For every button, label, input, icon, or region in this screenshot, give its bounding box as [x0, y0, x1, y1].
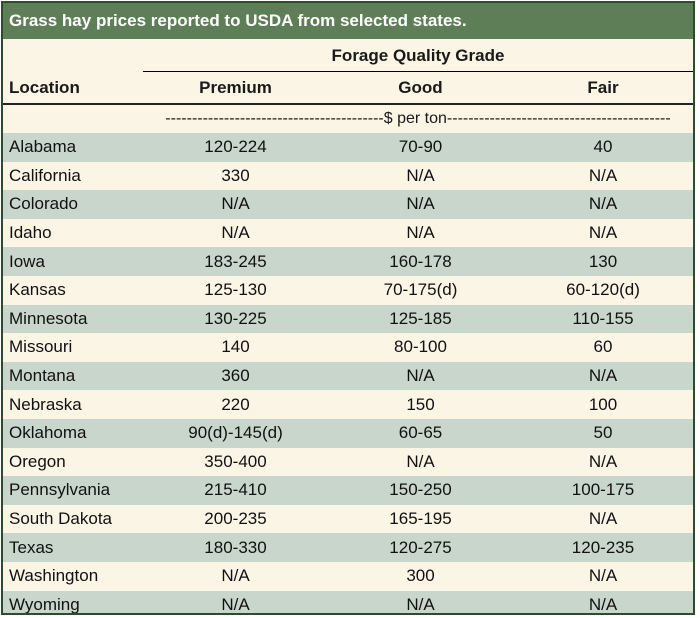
column-group-label: Forage Quality Grade	[331, 46, 505, 65]
good-cell: N/A	[328, 190, 513, 219]
premium-cell: 90(d)-145(d)	[143, 418, 328, 448]
table-row: Missouri 140 80-100 60	[3, 333, 693, 362]
fair-cell: 40	[513, 133, 693, 162]
good-cell: N/A	[328, 361, 513, 391]
good-cell: 165-195	[328, 504, 513, 534]
table-row: Alabama 120-224 70-90 40	[3, 133, 693, 162]
good-cell: 120-275	[328, 533, 513, 562]
fair-cell: 100	[513, 390, 693, 419]
table-row: Wyoming N/A N/A N/A	[3, 590, 693, 613]
premium-cell: N/A	[143, 561, 328, 591]
fair-cell: N/A	[513, 361, 693, 391]
premium-cell: 330	[143, 161, 328, 191]
fair-cell: 60	[513, 333, 693, 362]
price-table: Alabama 120-224 70-90 40 California 330 N/A N/A…	[3, 133, 693, 613]
fair-cell: 60-120(d)	[513, 275, 693, 305]
fair-cell: 130	[513, 247, 693, 276]
premium-cell: N/A	[143, 190, 328, 219]
table-row: Iowa 183-245 160-178 130	[3, 247, 693, 276]
location-cell: California	[3, 161, 143, 191]
location-cell: South Dakota	[3, 504, 143, 534]
location-cell: Colorado	[3, 190, 143, 219]
premium-cell: 140	[143, 333, 328, 362]
good-cell: N/A	[328, 218, 513, 248]
fair-cell: N/A	[513, 504, 693, 534]
fair-header: Fair	[587, 78, 619, 97]
good-cell: 70-175(d)	[328, 275, 513, 305]
good-cell: 70-90	[328, 133, 513, 162]
table-row: Nebraska 220 150 100	[3, 390, 693, 419]
fair-cell: 100-175	[513, 476, 693, 505]
table-row: Kansas 125-130 70-175(d) 60-120(d)	[3, 275, 693, 305]
location-cell: Texas	[3, 533, 143, 562]
fair-cell: N/A	[513, 590, 693, 613]
location-cell: Nebraska	[3, 390, 143, 419]
premium-cell: 360	[143, 361, 328, 391]
good-cell: 150	[328, 390, 513, 419]
premium-cell: 350-400	[143, 447, 328, 477]
good-cell: 80-100	[328, 333, 513, 362]
good-cell: 300	[328, 561, 513, 591]
table-row: Pennsylvania 215-410 150-250 100-175	[3, 476, 693, 505]
fair-cell: N/A	[513, 561, 693, 591]
premium-cell: 180-330	[143, 533, 328, 562]
premium-cell: 120-224	[143, 133, 328, 162]
location-cell: Oklahoma	[3, 418, 143, 448]
table-row: Oklahoma 90(d)-145(d) 60-65 50	[3, 418, 693, 448]
location-header: Location	[9, 78, 80, 97]
premium-header: Premium	[199, 78, 272, 97]
premium-cell: 220	[143, 390, 328, 419]
premium-cell: N/A	[143, 218, 328, 248]
fair-cell: N/A	[513, 190, 693, 219]
table-row: Idaho N/A N/A N/A	[3, 218, 693, 248]
fair-cell: N/A	[513, 218, 693, 248]
table-body: Alabama 120-224 70-90 40 California 330 N/A N/A…	[3, 133, 693, 613]
good-cell: N/A	[328, 590, 513, 613]
good-cell: 150-250	[328, 476, 513, 505]
premium-cell: 183-245	[143, 247, 328, 276]
table-row: Washington N/A 300 N/A	[3, 561, 693, 591]
location-cell: Wyoming	[3, 590, 143, 613]
premium-cell: 130-225	[143, 304, 328, 334]
good-cell: 60-65	[328, 418, 513, 448]
good-cell: 160-178	[328, 247, 513, 276]
location-cell: Kansas	[3, 275, 143, 305]
table-row: Oregon 350-400 N/A N/A	[3, 447, 693, 477]
premium-cell: 125-130	[143, 275, 328, 305]
location-cell: Oregon	[3, 447, 143, 477]
fair-cell: N/A	[513, 161, 693, 191]
location-cell: Montana	[3, 361, 143, 391]
unit-label: ----------------------------------------…	[165, 110, 671, 127]
table-header: Forage Quality Grade Location Premium Go…	[3, 39, 693, 105]
good-cell: N/A	[328, 447, 513, 477]
good-cell: 125-185	[328, 304, 513, 334]
table-row: Montana 360 N/A N/A	[3, 361, 693, 391]
location-cell: Minnesota	[3, 304, 143, 334]
location-cell: Washington	[3, 561, 143, 591]
premium-cell: N/A	[143, 590, 328, 613]
fair-cell: 120-235	[513, 533, 693, 562]
fair-cell: 110-155	[513, 304, 693, 334]
header-divider	[3, 103, 693, 105]
table-title: Grass hay prices reported to USDA from s…	[3, 3, 693, 39]
fair-cell: N/A	[513, 447, 693, 477]
location-cell: Pennsylvania	[3, 476, 143, 505]
location-cell: Alabama	[3, 133, 143, 162]
premium-cell: 215-410	[143, 476, 328, 505]
table-row: Texas 180-330 120-275 120-235	[3, 533, 693, 562]
location-cell: Missouri	[3, 333, 143, 362]
group-divider	[143, 71, 693, 72]
location-cell: Iowa	[3, 247, 143, 276]
good-cell: N/A	[328, 161, 513, 191]
premium-cell: 200-235	[143, 504, 328, 534]
table-row: Colorado N/A N/A N/A	[3, 190, 693, 219]
unit-row: ----------------------------------------…	[3, 105, 693, 133]
table-row: Minnesota 130-225 125-185 110-155	[3, 304, 693, 334]
good-header: Good	[398, 78, 443, 97]
fair-cell: 50	[513, 418, 693, 448]
table-row: California 330 N/A N/A	[3, 161, 693, 191]
location-cell: Idaho	[3, 218, 143, 248]
table-row: South Dakota 200-235 165-195 N/A	[3, 504, 693, 534]
